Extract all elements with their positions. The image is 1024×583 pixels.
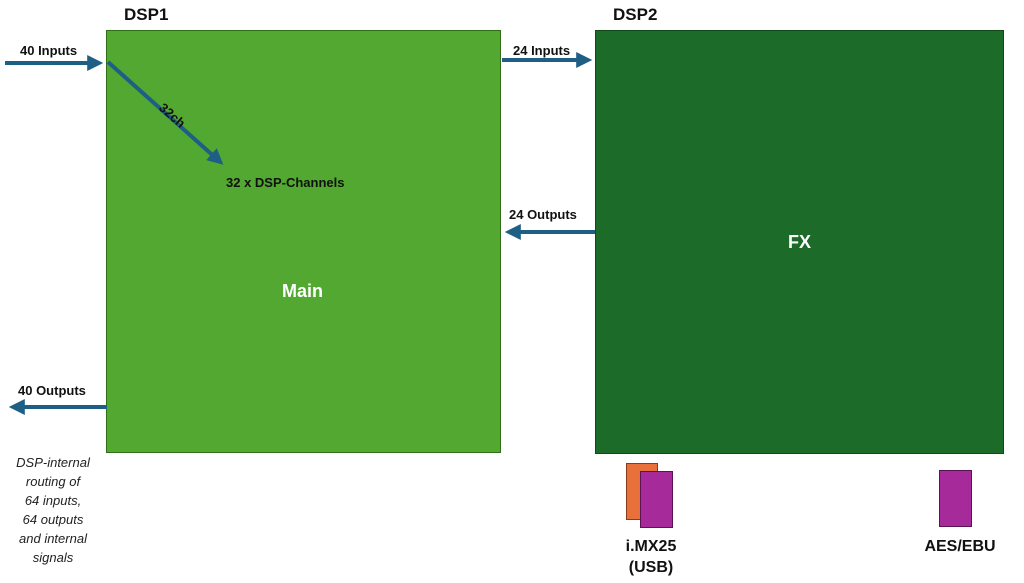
label-40-inputs: 40 Inputs [20, 43, 78, 58]
dsp2-title: DSP2 [613, 5, 658, 24]
aes-ebu-label: AES/EBU [924, 538, 996, 555]
note-line: 64 outputs [22, 512, 84, 527]
note-line: signals [32, 550, 74, 565]
label-24-inputs: 24 Inputs [513, 43, 571, 58]
dsp1-title: DSP1 [124, 5, 169, 24]
aes-ebu-chip [939, 470, 972, 527]
note-line: DSP-internal [16, 455, 90, 470]
dsp2-fx-block [595, 30, 1004, 454]
imx25-line2: (USB) [628, 559, 674, 576]
internal-routing-note: DSP-internal routing of 64 inputs, 64 ou… [3, 453, 103, 567]
arrow-32ch-diagonal [106, 60, 224, 165]
label-40-outputs: 40 Outputs [18, 383, 86, 398]
imx25-line1: i.MX25 [625, 538, 677, 555]
fx-label: FX [788, 232, 812, 252]
imx25-label: i.MX25 (USB) [606, 536, 696, 578]
dsp1-main-block [106, 30, 501, 453]
note-line: and internal [19, 531, 87, 546]
imx25-chip-purple [640, 471, 673, 528]
label-24-outputs: 24 Outputs [509, 207, 577, 222]
dsp-channels-label: 32 x DSP-Channels [226, 175, 345, 190]
main-label: Main [282, 281, 324, 301]
note-line: routing of [25, 474, 81, 489]
note-line: 64 inputs, [24, 493, 82, 508]
